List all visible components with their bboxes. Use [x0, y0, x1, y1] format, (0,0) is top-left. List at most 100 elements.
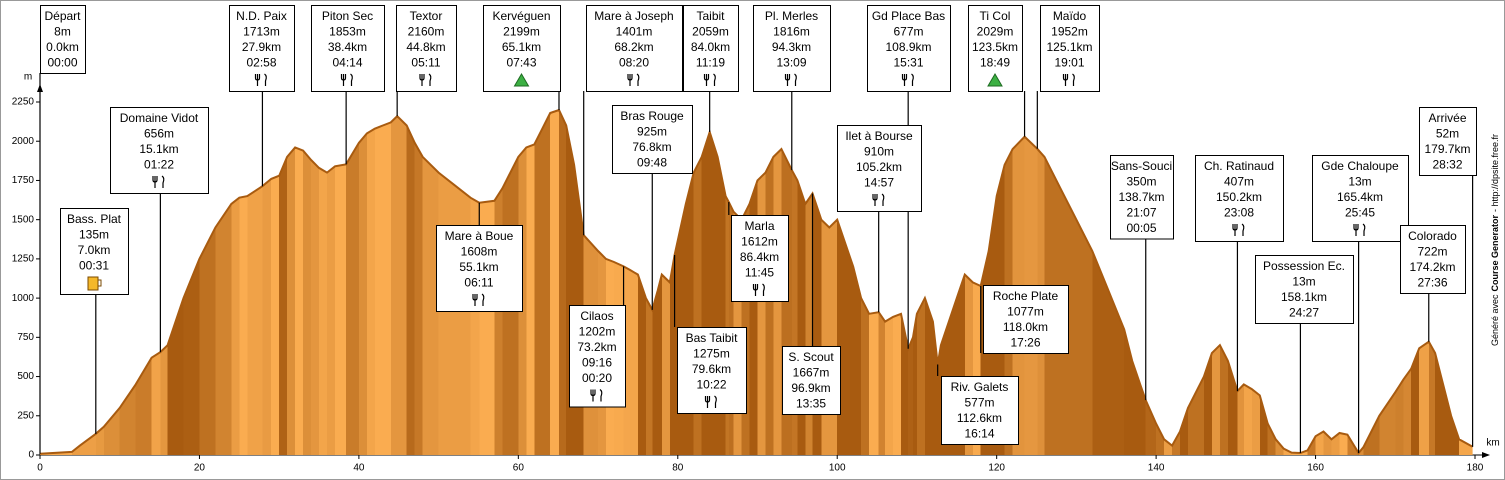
y-tick-label: 1250: [12, 254, 35, 265]
x-tick-label: 100: [829, 463, 846, 474]
food-icon: [752, 283, 765, 296]
waypoint-text: 13m: [1348, 174, 1371, 188]
waypoint-box: [612, 105, 693, 174]
waypoint-text: 1275m: [693, 346, 730, 360]
waypoint-text: 18:49: [980, 55, 1010, 69]
waypoint-text: Départ: [44, 9, 81, 23]
waypoint-text: 17:26: [1010, 335, 1040, 349]
waypoint-text: Roche Plate: [993, 289, 1059, 303]
waypoint-text: 2029m: [977, 24, 1014, 38]
waypoint-text: 07:43: [506, 55, 536, 69]
food-icon: [872, 193, 885, 206]
waypoint-box: [436, 225, 523, 312]
waypoint-box: [983, 285, 1069, 354]
waypoint-text: 677m: [893, 24, 923, 38]
waypoint-box: [1040, 5, 1100, 92]
waypoint-text: 7.0km: [78, 243, 111, 257]
waypoint-text: 25:45: [1345, 205, 1375, 219]
y-tick-label: 750: [17, 332, 34, 343]
waypoint-text: 86.4km: [740, 250, 779, 264]
x-tick-label: 80: [672, 463, 684, 474]
waypoint-text: 09:16: [582, 355, 612, 369]
waypoint-text: 55.1km: [459, 260, 498, 274]
food-icon: [704, 395, 717, 408]
y-tick-label: 1750: [12, 175, 35, 186]
waypoint-text: 28:32: [1432, 157, 1462, 171]
waypoint-text: 76.8km: [632, 140, 671, 154]
waypoint-text: 1077m: [1007, 304, 1044, 318]
waypoint-text: 1612m: [741, 234, 778, 248]
waypoint-text: 13:09: [776, 55, 806, 69]
waypoint-text: 112.6km: [957, 411, 1002, 425]
waypoint-box: [569, 305, 626, 408]
x-tick-label: 160: [1307, 463, 1324, 474]
waypoint-text: 44.8km: [406, 40, 445, 54]
y-tick-label: 2000: [12, 136, 35, 147]
waypoint-text: Ilet à Bourse: [845, 129, 913, 143]
waypoint-text: 73.2km: [577, 340, 616, 354]
waypoint-text: Taibit: [696, 9, 725, 23]
waypoint-text: 15.1km: [139, 142, 178, 156]
waypoint-text: 00:05: [1126, 221, 1156, 235]
waypoint-text: Bass. Plat: [67, 212, 122, 226]
waypoint-text: 15:31: [893, 55, 923, 69]
waypoint-text: 09:48: [637, 155, 667, 169]
x-tick-label: 0: [37, 463, 43, 474]
y-tick-label: 2250: [12, 97, 35, 108]
waypoint-text: Maïdo: [1053, 9, 1087, 23]
x-axis-arrow: [1482, 452, 1490, 458]
x-tick-label: 180: [1467, 463, 1484, 474]
waypoint-text: 05:11: [411, 55, 440, 69]
waypoint-text: 158.1km: [1281, 290, 1327, 304]
waypoint-text: 150.2km: [1216, 190, 1262, 204]
waypoint-text: Bras Rouge: [620, 109, 684, 123]
waypoint-text: 00:31: [79, 258, 109, 272]
waypoint-text: 1713m: [243, 24, 280, 38]
waypoint-text: Ch. Ratinaud: [1204, 159, 1274, 173]
food-icon: [1353, 223, 1366, 236]
waypoint-text: 125.1km: [1046, 40, 1092, 54]
waypoint-text: 179.7km: [1424, 142, 1470, 156]
waypoint-box: [677, 327, 747, 414]
waypoint-text: 118.0km: [1003, 320, 1048, 334]
y-tick-label: 1000: [12, 293, 35, 304]
waypoint-box: [586, 5, 683, 92]
y-tick-label: 500: [17, 371, 34, 382]
waypoint-box: [1419, 107, 1477, 176]
waypoint-text: Domaine Vidot: [120, 111, 199, 125]
waypoint-text: 577m: [964, 395, 994, 409]
waypoint-box: [311, 5, 385, 92]
food-icon: [472, 293, 485, 306]
y-tick-label: 1500: [12, 214, 35, 225]
waypoint-text: 00:20: [582, 371, 612, 385]
food-icon: [254, 73, 267, 86]
waypoint-text: Colorado: [1408, 229, 1457, 243]
waypoint-text: Mare à Boue: [445, 229, 514, 243]
waypoint-text: 10:22: [696, 377, 726, 391]
y-tick-label: 250: [17, 410, 34, 421]
waypoint-box: [1195, 155, 1284, 242]
waypoint-box: [867, 5, 951, 92]
waypoint-box: [229, 5, 295, 92]
waypoint-text: Pl. Merles: [765, 9, 818, 23]
credit-text: Course Generator: [1490, 215, 1500, 292]
drink-handle: [98, 279, 102, 287]
waypoint-box: [1400, 225, 1466, 294]
waypoint-text: 94.3km: [772, 40, 811, 54]
waypoint-text: 2160m: [408, 24, 445, 38]
profile-line: [39, 108, 1474, 455]
food-icon: [419, 73, 432, 86]
waypoint-box: [683, 5, 739, 92]
waypoint-text: 68.2km: [614, 40, 653, 54]
waypoint-text: 1816m: [773, 24, 810, 38]
